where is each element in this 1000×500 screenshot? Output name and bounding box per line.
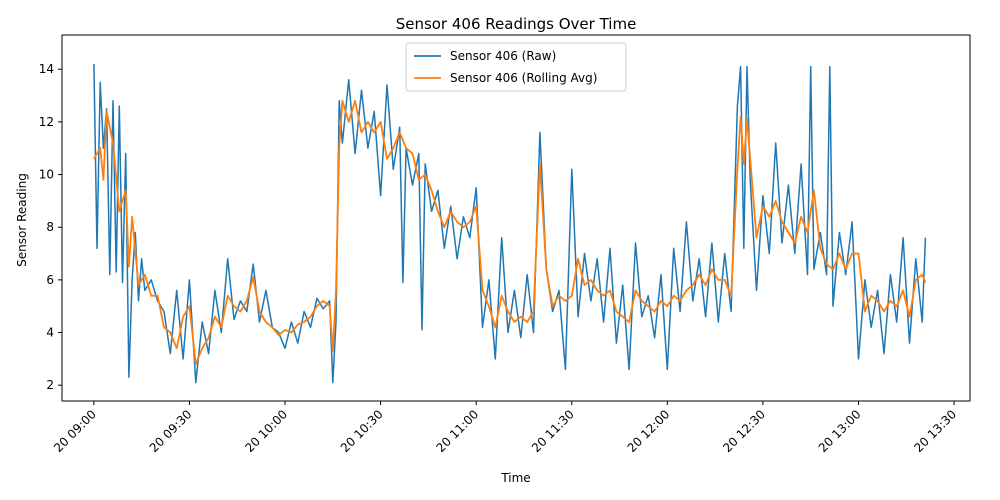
legend-label-rolling-avg: Sensor 406 (Rolling Avg)	[450, 71, 597, 85]
series-line-rolling-avg	[93, 99, 927, 365]
y-tick-label: 12	[39, 115, 54, 129]
y-axis-label: Sensor Reading	[15, 173, 29, 267]
y-axis-ticks: 2 4 6 8 10 12 14	[39, 62, 62, 392]
x-axis-label: Time	[500, 471, 530, 485]
chart-title: Sensor 406 Readings Over Time	[396, 15, 637, 33]
y-tick-label: 4	[46, 326, 54, 340]
series-layer	[93, 63, 927, 384]
plot-frame	[61, 34, 971, 402]
legend-box	[405, 42, 627, 92]
series-line-raw	[93, 63, 927, 384]
y-tick-label: 14	[39, 62, 54, 76]
legend-label-raw: Sensor 406 (Raw)	[450, 49, 556, 63]
y-tick-label: 2	[46, 378, 54, 392]
y-tick-label: 8	[46, 220, 54, 234]
y-tick-label: 6	[46, 273, 54, 287]
legend: Sensor 406 (Raw) Sensor 406 (Rolling Avg…	[405, 42, 627, 92]
y-tick-label: 10	[39, 168, 54, 182]
